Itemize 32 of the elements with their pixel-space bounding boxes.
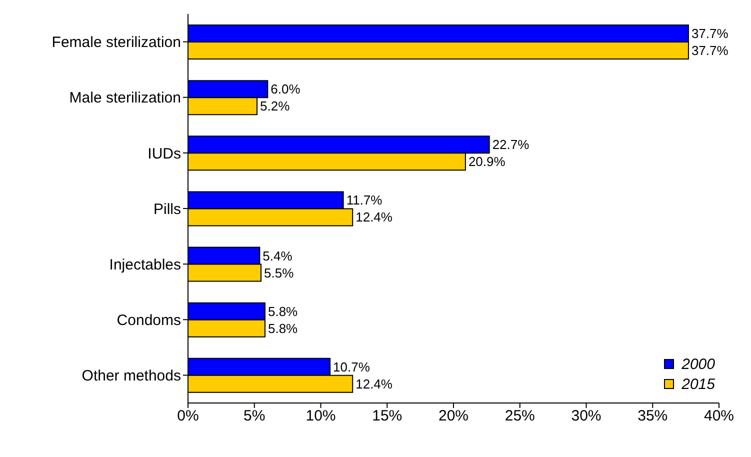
y-tick-label: Other methods [82, 368, 181, 385]
x-tick-label: 25% [504, 408, 535, 425]
x-tick-label: 15% [372, 408, 402, 425]
x-tick-label: 20% [438, 408, 469, 425]
data-label: 5.2% [260, 98, 290, 114]
data-label: 5.4% [262, 248, 293, 264]
y-tick-label: Condoms [116, 312, 181, 329]
x-tick-label: 35% [638, 408, 668, 425]
x-tick-label: 40% [704, 408, 734, 425]
x-tick-label: 30% [571, 408, 602, 425]
y-tick-label: Male sterilization [69, 90, 181, 107]
data-label: 5.5% [264, 265, 294, 280]
y-tick-label: Injectables [109, 256, 181, 274]
data-label: 22.7% [492, 137, 530, 152]
legend-label: 2015 [682, 376, 715, 392]
data-label: 5.8% [268, 304, 298, 319]
data-label: 12.4% [356, 376, 393, 392]
data-label: 37.7% [691, 43, 729, 58]
data-label: 20.9% [468, 154, 506, 170]
data-label: 6.0% [270, 82, 301, 97]
data-label: 12.4% [356, 210, 393, 225]
x-tick-label: 5% [244, 408, 266, 425]
data-label: 10.7% [333, 359, 370, 374]
y-tick-label: Female sterilization [52, 34, 181, 52]
y-tick-label: Pills [153, 200, 181, 218]
x-tick-label: 0% [177, 408, 199, 425]
x-tick-label: 10% [306, 408, 336, 425]
data-label: 11.7% [346, 192, 383, 208]
y-tick-label: IUDs [148, 145, 181, 162]
data-label: 37.7% [691, 26, 729, 41]
data-label: 5.8% [268, 320, 298, 336]
legend-label: 2000 [682, 356, 715, 372]
